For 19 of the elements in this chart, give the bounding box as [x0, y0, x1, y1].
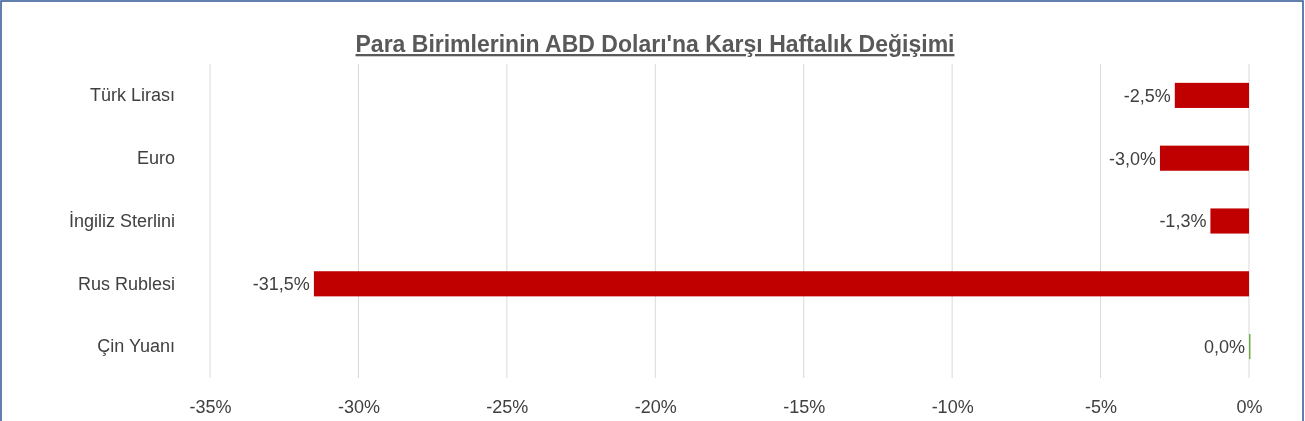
- x-tick-label: 0%: [1236, 396, 1263, 417]
- x-tick-label: -15%: [783, 396, 826, 417]
- x-tick-label: -20%: [634, 396, 677, 417]
- y-tick-label: Euro: [136, 147, 175, 168]
- data-label: 0,0%: [1203, 336, 1245, 357]
- y-tick-label: İngiliz Sterlini: [68, 210, 175, 231]
- data-label: -1,3%: [1159, 211, 1207, 232]
- y-tick-label: Rus Rublesi: [77, 273, 175, 294]
- x-tick-label: -5%: [1085, 396, 1118, 417]
- x-tick-label: -30%: [337, 396, 380, 417]
- chart-title: Para Birimlerinin ABD Doları'na Karşı Haftalık Değişimi: [355, 31, 955, 57]
- data-label: -2,5%: [1123, 85, 1171, 106]
- x-tick-label: -25%: [486, 396, 529, 417]
- y-tick-label: Türk Lirası: [89, 85, 175, 106]
- x-tick-label: -35%: [189, 396, 232, 417]
- data-label: -3,0%: [1108, 148, 1156, 169]
- data-label: -31,5%: [252, 274, 310, 295]
- x-tick-label: -10%: [931, 396, 974, 417]
- y-tick-label: Çin Yuanı: [97, 336, 175, 357]
